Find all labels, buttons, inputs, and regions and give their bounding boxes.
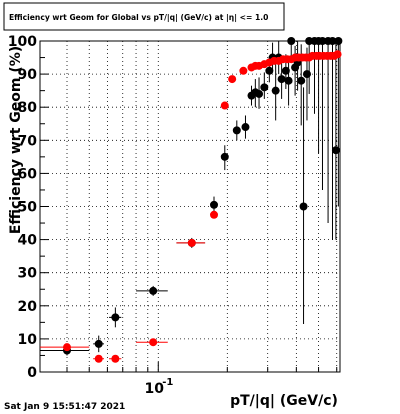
y-tick-label: 20 — [18, 299, 38, 315]
black-series-point — [299, 202, 308, 211]
series-black — [40, 37, 343, 356]
y-tick-label: 10 — [18, 332, 38, 348]
black-series-point — [334, 37, 343, 45]
y-tick-label: 70 — [18, 133, 38, 149]
y-tick-label: 100 — [8, 34, 37, 50]
x-tick-label-major: 10 -1 — [145, 377, 174, 397]
x-tick-label-exponent: -1 — [162, 377, 173, 388]
black-series-point — [271, 86, 280, 95]
black-series-point — [302, 70, 311, 79]
tick-layer — [40, 40, 338, 373]
black-series-point — [281, 66, 290, 75]
black-series-point — [241, 123, 250, 132]
black-series-point — [287, 37, 296, 45]
red-series-point — [228, 75, 237, 84]
black-series-point — [297, 76, 306, 85]
y-axis-label: Efficiency wrt Geom (%) — [8, 46, 24, 234]
red-series-point — [111, 354, 120, 363]
black-series-point — [111, 313, 120, 322]
y-tick-label: 80 — [18, 100, 38, 116]
black-series-point — [265, 66, 274, 75]
x-axis-label: pT/|q| (GeV/c) — [230, 393, 338, 409]
black-series-point — [220, 152, 229, 161]
red-series-point — [187, 238, 196, 247]
x-tick-label-base: 10 — [145, 381, 165, 397]
title-box-frame — [3, 2, 285, 31]
red-series-point — [210, 210, 219, 219]
chart-title: Efficiency wrt Geom for Global vs pT/|q|… — [9, 13, 268, 23]
black-series-point — [284, 76, 293, 85]
y-tick-label: 40 — [18, 233, 38, 249]
black-series-point — [277, 75, 286, 84]
black-series-point — [255, 89, 264, 98]
black-series-point — [260, 83, 269, 92]
title-box: Efficiency wrt Geom for Global vs pT/|q|… — [3, 2, 285, 31]
y-tick-label: 0 — [27, 365, 37, 381]
y-tick-label: 30 — [18, 266, 38, 282]
black-series-point — [210, 200, 219, 209]
y-tick-label: 90 — [18, 67, 38, 83]
series-red — [40, 50, 342, 363]
black-series-point — [318, 37, 327, 45]
red-series-point — [94, 354, 103, 363]
red-series-point — [149, 338, 158, 347]
y-tick-label: 50 — [18, 200, 38, 216]
black-series-point — [232, 126, 241, 135]
y-tick-labels: 0 10 20 30 40 50 60 70 80 90 100 — [8, 34, 37, 381]
black-series-point — [94, 339, 103, 348]
red-series-point — [333, 50, 342, 59]
red-series-point — [220, 101, 229, 110]
black-series-point — [328, 37, 337, 45]
y-tick-label: 60 — [18, 166, 38, 182]
red-series-point — [239, 66, 248, 75]
black-series-point — [149, 286, 158, 295]
red-series-point — [63, 343, 72, 352]
timestamp: Sat Jan 9 15:51:47 2021 — [4, 402, 125, 412]
